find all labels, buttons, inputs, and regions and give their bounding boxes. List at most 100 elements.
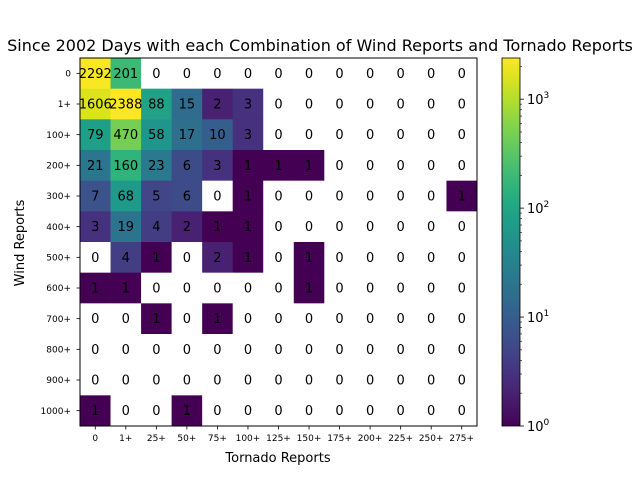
cell-value-label: 0 (458, 374, 466, 389)
cell-value-label: 0 (458, 251, 466, 266)
heatmap-cell (80, 303, 111, 335)
cell-value-label: 0 (335, 282, 343, 297)
cell-value-label: 0 (152, 343, 160, 358)
cell-value-label: 0 (458, 343, 466, 358)
chart-title: Since 2002 Days with each Combination of… (7, 36, 633, 55)
x-tick-label: 0 (92, 434, 98, 444)
cell-value-label: 0 (335, 404, 343, 419)
heatmap-cell (324, 303, 356, 335)
heatmap-cell (202, 58, 234, 90)
heatmap-cell (232, 303, 264, 335)
cell-value-label: 0 (305, 128, 313, 143)
heatmap-cell (293, 272, 325, 304)
heatmap-cell (202, 242, 234, 274)
heatmap-cell (141, 180, 173, 212)
heatmap-cell (446, 211, 478, 243)
heatmap-cell (446, 119, 478, 151)
cell-value-label: 0 (122, 374, 130, 389)
colorbar-tick-label: 103 (527, 91, 549, 108)
heatmap-cell (415, 395, 447, 427)
heatmap-cell (110, 395, 142, 427)
heatmap-cell (202, 272, 234, 304)
heatmap-cell (171, 58, 203, 90)
cell-value-label: 0 (366, 98, 374, 113)
cell-value-label: 0 (335, 251, 343, 266)
cell-value-label: 0 (335, 312, 343, 327)
cell-value-label: 58 (148, 128, 165, 143)
heatmap-cell (110, 272, 142, 304)
cell-value-label: 0 (122, 343, 130, 358)
heatmap-cell (354, 150, 386, 182)
heatmap-cell (415, 334, 447, 366)
heatmap-cell (415, 88, 447, 120)
cell-value-label: 0 (397, 404, 405, 419)
heatmap-cell (446, 58, 478, 90)
heatmap-cell (385, 211, 417, 243)
cell-value-label: 0 (397, 220, 405, 235)
colorbar-tick-label: 100 (527, 418, 550, 435)
cell-value-label: 0 (366, 282, 374, 297)
y-axis-ticks: 0 1+ 100+ 200+ 300+ 400+ 500+ 600+ 700+ 800+ 900+ 1… (41, 70, 80, 417)
colorbar: 100 101 102 103 (501, 57, 550, 435)
heatmap-cell (202, 334, 234, 366)
heatmap-cell (324, 272, 356, 304)
heatmap-cell (263, 58, 295, 90)
heatmap-cell (232, 180, 264, 212)
cell-value-label: 0 (335, 190, 343, 205)
cell-value-label: 0 (458, 128, 466, 143)
cell-value-label: 0 (458, 404, 466, 419)
cell-value-label: 0 (335, 220, 343, 235)
heatmap-cell (110, 242, 142, 274)
heatmap-cell (80, 364, 111, 396)
heatmap-cell (324, 395, 356, 427)
cell-value-label: 0 (244, 404, 252, 419)
heatmap-cell (324, 119, 356, 151)
heatmap-cells (80, 58, 478, 427)
cell-value-label: 0 (335, 374, 343, 389)
cell-value-label: 19 (118, 220, 135, 235)
cell-value-label: 7 (91, 190, 99, 205)
heatmap-cell (263, 303, 295, 335)
cell-value-label: 0 (427, 404, 435, 419)
heatmap-cell (415, 150, 447, 182)
heatmap-cell (354, 242, 386, 274)
heatmap-cell (415, 303, 447, 335)
cell-value-label: 0 (305, 220, 313, 235)
heatmap-cell (354, 180, 386, 212)
heatmap-cell (141, 242, 173, 274)
heatmap-cell (141, 119, 173, 151)
cell-value-label: 0 (152, 67, 160, 82)
x-tick-label: 75+ (208, 434, 227, 444)
x-tick-label: 50+ (177, 434, 196, 444)
cell-value-label: 10 (209, 128, 226, 143)
cell-value-label: 0 (183, 282, 191, 297)
heatmap-cell (385, 242, 417, 274)
cell-value-label: 21 (87, 159, 104, 174)
heatmap-cell (324, 58, 356, 90)
cell-value-label: 0 (335, 98, 343, 113)
heatmap-cell (141, 150, 173, 182)
cell-value-label: 0 (366, 190, 374, 205)
heatmap-cell (385, 150, 417, 182)
heatmap-cell (80, 180, 111, 212)
cell-value-label: 1 (305, 282, 313, 297)
heatmap-cell (446, 334, 478, 366)
cell-value-label: 0 (213, 282, 221, 297)
heatmap-cell (354, 58, 386, 90)
heatmap-cell (80, 242, 111, 274)
cell-value-label: 0 (427, 343, 435, 358)
heatmap-cell (354, 119, 386, 151)
x-axis-ticks: 0 1+ 25+ 50+ 75+ 100+ 125+ 150+ 175+ 200+ 225+ 250+… (92, 426, 474, 444)
cell-value-label: 0 (427, 159, 435, 174)
colorbar-tick-label: 101 (527, 309, 549, 326)
cell-value-label: 0 (305, 190, 313, 205)
heatmap-cell (232, 211, 264, 243)
cell-value-label: 0 (152, 374, 160, 389)
heatmap-cell (202, 395, 234, 427)
colorbar-tick-label: 102 (527, 200, 549, 217)
cell-value-label: 0 (427, 251, 435, 266)
heatmap-cell (446, 88, 478, 120)
heatmap-cell (232, 395, 264, 427)
y-tick-label: 800+ (46, 346, 71, 356)
cell-value-label: 0 (213, 190, 221, 205)
